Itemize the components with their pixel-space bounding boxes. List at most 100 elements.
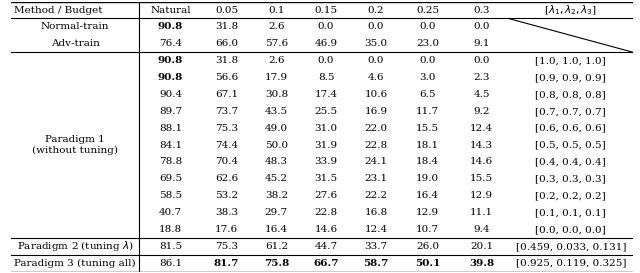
Text: 86.1: 86.1 [159, 259, 182, 268]
Text: 2.6: 2.6 [268, 56, 285, 65]
Text: 30.8: 30.8 [265, 90, 288, 99]
Text: 49.0: 49.0 [265, 124, 288, 133]
Text: 33.7: 33.7 [364, 242, 387, 251]
Text: 50.1: 50.1 [415, 259, 440, 268]
Text: 0.0: 0.0 [474, 22, 490, 31]
Text: [0.5, 0.5, 0.5]: [0.5, 0.5, 0.5] [536, 141, 606, 150]
Text: 2.6: 2.6 [268, 22, 285, 31]
Text: 18.1: 18.1 [416, 141, 439, 150]
Text: 24.1: 24.1 [364, 158, 387, 167]
Text: 15.5: 15.5 [470, 174, 493, 183]
Text: 27.6: 27.6 [314, 191, 338, 200]
Text: 8.5: 8.5 [318, 73, 334, 82]
Text: 0.0: 0.0 [419, 22, 436, 31]
Text: [0.2, 0.2, 0.2]: [0.2, 0.2, 0.2] [536, 191, 606, 200]
Text: 43.5: 43.5 [265, 107, 288, 116]
Text: 39.8: 39.8 [469, 259, 494, 268]
Text: 31.0: 31.0 [314, 124, 338, 133]
Text: 66.0: 66.0 [215, 39, 238, 48]
Text: 2.3: 2.3 [474, 73, 490, 82]
Text: 6.5: 6.5 [419, 90, 436, 99]
Text: 9.1: 9.1 [474, 39, 490, 48]
Text: 18.4: 18.4 [416, 158, 439, 167]
Text: [0.9, 0.9, 0.9]: [0.9, 0.9, 0.9] [536, 73, 606, 82]
Text: 73.7: 73.7 [215, 107, 238, 116]
Text: 22.8: 22.8 [364, 141, 387, 150]
Text: 14.3: 14.3 [470, 141, 493, 150]
Text: 16.9: 16.9 [364, 107, 387, 116]
Text: 11.7: 11.7 [416, 107, 439, 116]
Text: [0.1, 0.1, 0.1]: [0.1, 0.1, 0.1] [536, 208, 606, 217]
Text: 35.0: 35.0 [364, 39, 387, 48]
Text: 0.0: 0.0 [367, 56, 384, 65]
Text: 70.4: 70.4 [215, 158, 238, 167]
Text: 88.1: 88.1 [159, 124, 182, 133]
Text: [0.459, 0.033, 0.131]: [0.459, 0.033, 0.131] [515, 242, 626, 251]
Text: 16.4: 16.4 [265, 225, 288, 234]
Text: 31.5: 31.5 [314, 174, 338, 183]
Text: 22.0: 22.0 [364, 124, 387, 133]
Text: 40.7: 40.7 [159, 208, 182, 217]
Text: 25.5: 25.5 [314, 107, 338, 116]
Text: 20.1: 20.1 [470, 242, 493, 251]
Text: [0.8, 0.8, 0.8]: [0.8, 0.8, 0.8] [536, 90, 606, 99]
Text: 14.6: 14.6 [314, 225, 338, 234]
Text: 22.8: 22.8 [314, 208, 338, 217]
Text: 17.4: 17.4 [314, 90, 338, 99]
Text: Natural: Natural [150, 5, 191, 14]
Text: 0.05: 0.05 [215, 5, 238, 14]
Text: 0.3: 0.3 [474, 5, 490, 14]
Text: 69.5: 69.5 [159, 174, 182, 183]
Text: 50.0: 50.0 [265, 141, 288, 150]
Text: 12.9: 12.9 [470, 191, 493, 200]
Text: Paradigm 3 (tuning all): Paradigm 3 (tuning all) [15, 259, 136, 268]
Text: 0.0: 0.0 [474, 56, 490, 65]
Text: 22.2: 22.2 [364, 191, 387, 200]
Text: 12.9: 12.9 [416, 208, 439, 217]
Text: Adv-train: Adv-train [51, 39, 100, 48]
Text: 57.6: 57.6 [265, 39, 288, 48]
Text: 4.5: 4.5 [474, 90, 490, 99]
Text: 81.5: 81.5 [159, 242, 182, 251]
Text: 38.2: 38.2 [265, 191, 288, 200]
Text: Normal-train: Normal-train [41, 22, 109, 31]
Text: [0.4, 0.4, 0.4]: [0.4, 0.4, 0.4] [536, 158, 606, 167]
Text: 75.8: 75.8 [264, 259, 289, 268]
Text: 38.3: 38.3 [215, 208, 238, 217]
Text: 48.3: 48.3 [265, 158, 288, 167]
Text: 10.6: 10.6 [364, 90, 387, 99]
Text: 31.8: 31.8 [215, 22, 238, 31]
Text: 78.8: 78.8 [159, 158, 182, 167]
Text: 58.7: 58.7 [364, 259, 388, 268]
Text: 3.0: 3.0 [419, 73, 436, 82]
Text: [0.0, 0.0, 0.0]: [0.0, 0.0, 0.0] [536, 225, 606, 234]
Text: 33.9: 33.9 [314, 158, 338, 167]
Text: 58.5: 58.5 [159, 191, 182, 200]
Text: 0.0: 0.0 [318, 22, 334, 31]
Text: 76.4: 76.4 [159, 39, 182, 48]
Text: 0.1: 0.1 [268, 5, 285, 14]
Text: 10.7: 10.7 [416, 225, 439, 234]
Text: 0.0: 0.0 [318, 56, 334, 65]
Text: 45.2: 45.2 [265, 174, 288, 183]
Text: [0.7, 0.7, 0.7]: [0.7, 0.7, 0.7] [536, 107, 606, 116]
Text: 23.0: 23.0 [416, 39, 439, 48]
Text: 66.7: 66.7 [314, 259, 339, 268]
Text: [$\lambda_1, \lambda_2, \lambda_3$]: [$\lambda_1, \lambda_2, \lambda_3$] [544, 3, 597, 17]
Text: 44.7: 44.7 [314, 242, 338, 251]
Text: 75.3: 75.3 [215, 124, 238, 133]
Text: 17.9: 17.9 [265, 73, 288, 82]
Text: 0.15: 0.15 [314, 5, 338, 14]
Text: 23.1: 23.1 [364, 174, 387, 183]
Text: 90.8: 90.8 [158, 73, 183, 82]
Text: 89.7: 89.7 [159, 107, 182, 116]
Text: [1.0, 1.0, 1.0]: [1.0, 1.0, 1.0] [536, 56, 606, 65]
Text: 67.1: 67.1 [215, 90, 238, 99]
Text: 56.6: 56.6 [215, 73, 238, 82]
Text: 18.8: 18.8 [159, 225, 182, 234]
Text: 74.4: 74.4 [215, 141, 238, 150]
Text: 61.2: 61.2 [265, 242, 288, 251]
Text: 0.0: 0.0 [367, 22, 384, 31]
Text: 15.5: 15.5 [416, 124, 439, 133]
Text: 26.0: 26.0 [416, 242, 439, 251]
